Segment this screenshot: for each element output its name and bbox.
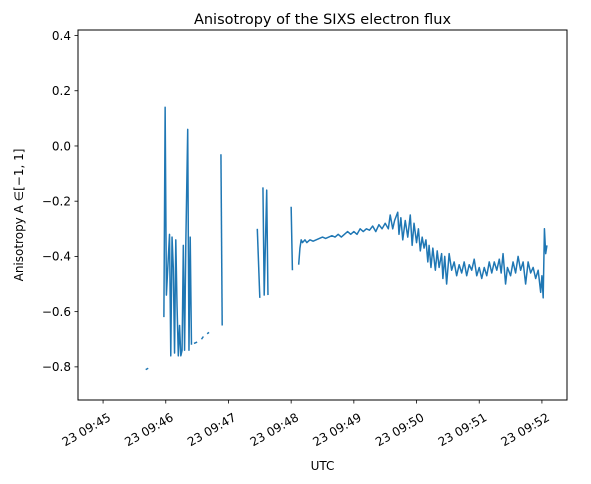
series-line-segment bbox=[290, 206, 294, 271]
y-tick-label: 0.2 bbox=[52, 84, 71, 98]
x-axis-label: UTC bbox=[311, 459, 335, 473]
chart-title: Anisotropy of the SIXS electron flux bbox=[194, 12, 452, 28]
y-tick-label: −0.2 bbox=[42, 194, 71, 208]
y-tick-label: 0.4 bbox=[52, 29, 71, 43]
y-tick-label: −0.6 bbox=[42, 305, 71, 319]
y-axis-label: Anisotropy A ∈[−1, 1] bbox=[12, 149, 26, 282]
series-line-segment bbox=[297, 211, 548, 299]
series-line-segment bbox=[256, 228, 261, 298]
series-line-segment bbox=[193, 341, 198, 345]
plot-area-frame bbox=[77, 29, 568, 401]
series-line-segment bbox=[145, 367, 149, 371]
plot-lines bbox=[145, 106, 548, 371]
series-line-segment bbox=[220, 154, 223, 326]
series-line-segment bbox=[206, 331, 210, 335]
y-tick-label: −0.4 bbox=[42, 250, 71, 264]
y-tick-label: 0.0 bbox=[52, 139, 71, 153]
series-line-segment bbox=[262, 187, 269, 296]
y-tick-label: −0.8 bbox=[42, 360, 71, 374]
series-line-segment bbox=[200, 336, 204, 340]
series-line-segment bbox=[163, 106, 193, 357]
y-axis: −0.8 −0.6 −0.4 −0.2 0.0 0.2 0.4 bbox=[42, 29, 78, 374]
